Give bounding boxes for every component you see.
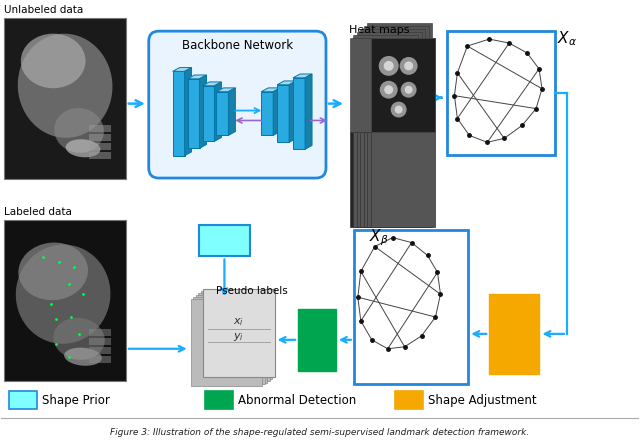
Bar xyxy=(198,225,250,257)
Bar xyxy=(173,71,184,156)
Bar xyxy=(364,26,429,120)
Text: Figure 3: Illustration of the shape-regulated semi-supervised landmark detection: Figure 3: Illustration of the shape-regu… xyxy=(110,428,530,437)
Bar xyxy=(371,132,435,227)
Bar xyxy=(395,392,422,409)
Ellipse shape xyxy=(19,243,88,300)
Bar xyxy=(202,86,214,141)
Bar xyxy=(89,356,111,363)
Text: $y_i$: $y_i$ xyxy=(234,331,244,343)
Text: Unlabeled data: Unlabeled data xyxy=(4,5,84,15)
Polygon shape xyxy=(202,82,221,86)
Bar xyxy=(205,392,234,409)
Bar xyxy=(367,23,432,117)
Bar xyxy=(360,132,425,227)
Bar xyxy=(350,38,415,132)
Bar xyxy=(89,152,111,159)
Polygon shape xyxy=(293,74,312,78)
Circle shape xyxy=(384,61,394,71)
Circle shape xyxy=(404,86,413,93)
Ellipse shape xyxy=(64,348,102,366)
Bar xyxy=(10,392,37,409)
Bar xyxy=(4,220,126,381)
Polygon shape xyxy=(305,74,312,149)
Ellipse shape xyxy=(16,245,111,344)
Text: Backbone Network: Backbone Network xyxy=(182,39,293,52)
Circle shape xyxy=(390,101,406,117)
Bar xyxy=(216,92,228,135)
Bar xyxy=(357,32,422,127)
Bar xyxy=(293,78,305,149)
Ellipse shape xyxy=(53,318,105,360)
Text: Heat maps: Heat maps xyxy=(349,25,410,35)
Circle shape xyxy=(399,57,417,75)
Ellipse shape xyxy=(21,34,86,88)
Bar xyxy=(203,289,275,377)
Polygon shape xyxy=(184,67,191,156)
Circle shape xyxy=(379,56,399,76)
Bar xyxy=(200,291,272,378)
Bar xyxy=(277,85,289,142)
Bar xyxy=(261,92,273,135)
Bar xyxy=(89,135,111,141)
Polygon shape xyxy=(277,81,296,85)
Text: $x_i$: $x_i$ xyxy=(234,317,244,328)
Circle shape xyxy=(404,61,413,71)
Text: Shape Prior: Shape Prior xyxy=(42,394,110,407)
Polygon shape xyxy=(216,88,236,92)
Text: $X_{\alpha}$: $X_{\alpha}$ xyxy=(557,29,577,48)
Bar xyxy=(350,132,415,227)
Polygon shape xyxy=(188,75,207,79)
Bar xyxy=(191,299,262,386)
Ellipse shape xyxy=(18,34,113,138)
Text: Abnormal Detection: Abnormal Detection xyxy=(238,394,356,407)
Bar xyxy=(89,338,111,345)
Text: Shape Adjustment: Shape Adjustment xyxy=(428,394,536,407)
Text: Pseudo labels: Pseudo labels xyxy=(216,286,288,296)
Circle shape xyxy=(395,105,403,113)
Polygon shape xyxy=(173,67,191,71)
Polygon shape xyxy=(289,81,296,142)
Ellipse shape xyxy=(66,139,100,157)
Circle shape xyxy=(401,82,417,97)
Bar xyxy=(360,29,425,123)
Bar xyxy=(4,18,126,179)
Circle shape xyxy=(384,85,393,94)
Bar xyxy=(447,31,555,155)
Bar xyxy=(89,143,111,150)
Polygon shape xyxy=(214,82,221,141)
Bar xyxy=(89,329,111,336)
Circle shape xyxy=(380,81,397,99)
Bar xyxy=(193,297,265,385)
Bar xyxy=(354,230,468,384)
Bar xyxy=(353,35,418,129)
Bar xyxy=(89,125,111,132)
FancyBboxPatch shape xyxy=(148,31,326,178)
Ellipse shape xyxy=(54,108,104,153)
Polygon shape xyxy=(261,88,280,92)
Text: Labeled data: Labeled data xyxy=(4,207,72,217)
Bar xyxy=(89,347,111,354)
Bar xyxy=(489,294,539,374)
Bar xyxy=(196,295,268,382)
Polygon shape xyxy=(228,88,236,135)
Polygon shape xyxy=(200,75,207,148)
Text: $X_{\beta}$: $X_{\beta}$ xyxy=(369,228,388,248)
Bar xyxy=(198,293,269,381)
Bar xyxy=(353,132,418,227)
Bar xyxy=(371,38,435,132)
Bar xyxy=(367,132,432,227)
Bar xyxy=(357,132,422,227)
Polygon shape xyxy=(273,88,280,135)
Bar xyxy=(188,79,200,148)
Bar xyxy=(364,132,429,227)
Bar xyxy=(298,309,336,370)
